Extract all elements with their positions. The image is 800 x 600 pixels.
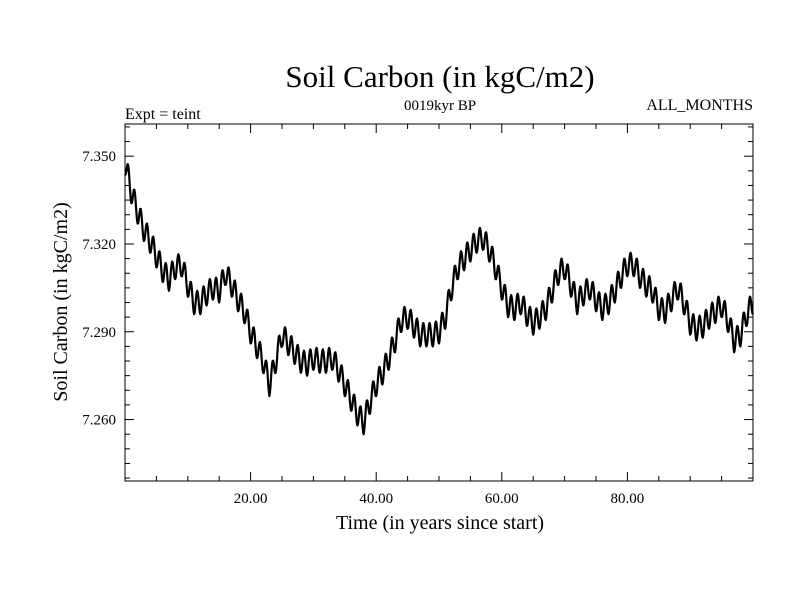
x-tick-label: 20.00 [234,491,268,507]
y-axis: 7.260 7.290 7.320 7.350 [82,126,753,479]
x-axis-label: Time (in years since start) [336,512,544,534]
experiment-label: Expt = teint [125,106,201,123]
series-line-soil-carbon [124,163,754,436]
y-tick-label: 7.320 [82,237,116,253]
x-tick-label: 80.00 [611,491,645,507]
y-tick-label: 7.350 [82,149,116,165]
chart-subtitle: 0019kyr BP [404,98,476,114]
x-tick-label: 40.00 [359,491,393,507]
x-axis: 20.00 40.00 60.00 80.00 [155,124,723,507]
x-tick-label: 60.00 [485,491,519,507]
y-axis-label: Soil Carbon (in kgC/m2) [50,202,72,401]
months-label: ALL_MONTHS [646,97,753,114]
chart-title: Soil Carbon (in kgC/m2) [285,59,594,94]
y-tick-label: 7.290 [82,325,116,341]
y-tick-label: 7.260 [82,413,116,429]
